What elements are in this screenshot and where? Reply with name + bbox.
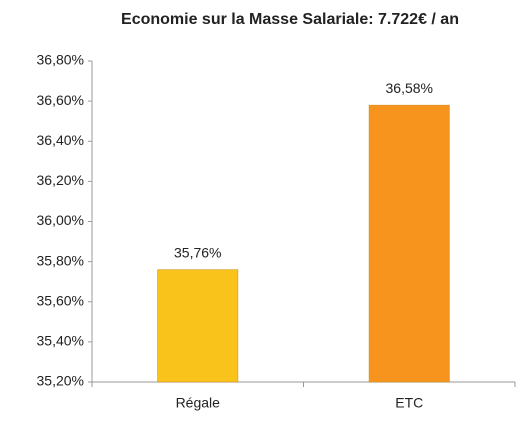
y-tick-label: 36,00% (37, 212, 84, 228)
data-label: 35,76% (174, 244, 221, 260)
y-tick-label: 36,60% (37, 92, 84, 108)
data-label: 36,58% (386, 80, 433, 96)
y-tick-label: 35,20% (37, 373, 84, 389)
y-tick-label: 35,80% (37, 252, 84, 268)
y-tick-label: 35,60% (37, 292, 84, 308)
x-tick-label: ETC (395, 395, 423, 411)
x-tick-label: Régale (176, 395, 221, 411)
bar (157, 269, 239, 383)
y-tick-label: 36,40% (37, 132, 84, 148)
y-tick-label: 36,20% (37, 172, 84, 188)
y-tick-label: 36,80% (37, 52, 84, 68)
y-tick-label: 35,40% (37, 333, 84, 349)
chart-title: Economie sur la Masse Salariale: 7.722€ … (121, 11, 459, 28)
bar (368, 104, 450, 383)
